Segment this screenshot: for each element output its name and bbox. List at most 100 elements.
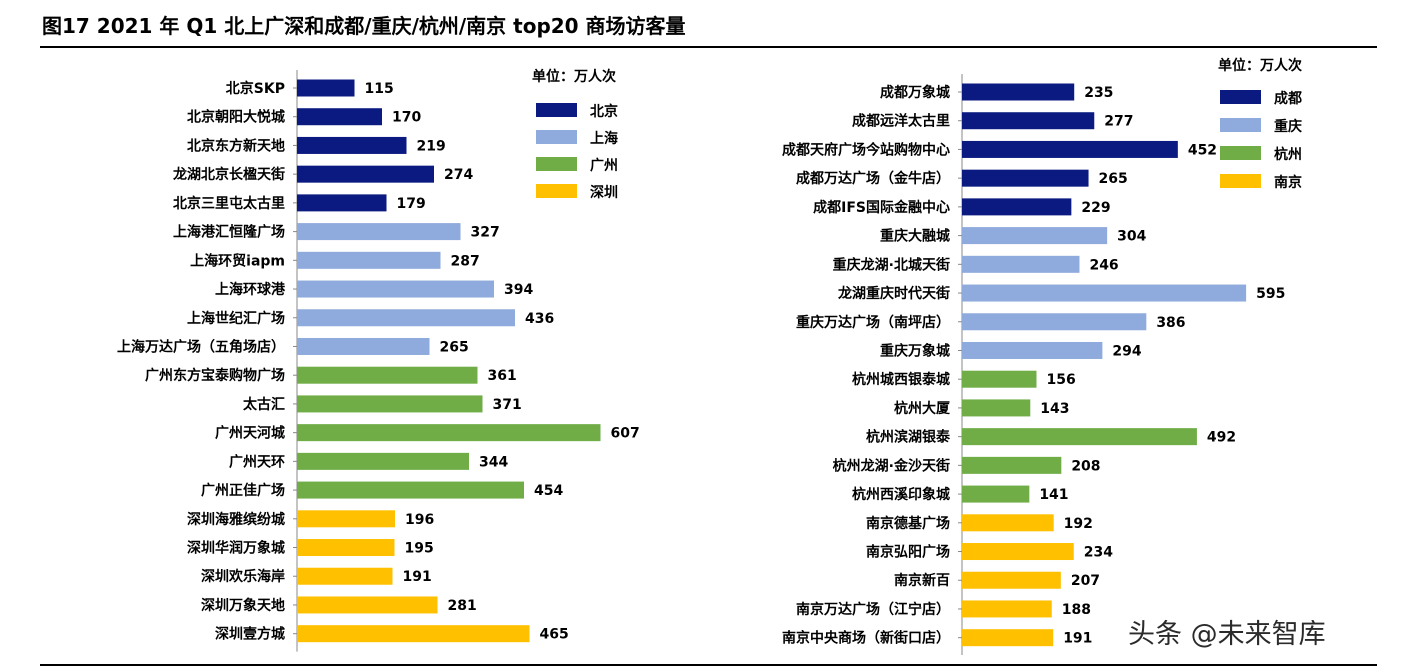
value-label: 361 — [488, 368, 517, 384]
right-bar-chart: 成都万象城 235 成都远洋太古里 277 成都天府广场今站购物中心 452 成都万达广场（… — [782, 57, 1302, 655]
figure-title: 图17 2021 年 Q1 北上广深和成都/重庆/杭州/南京 top20 商场访… — [42, 14, 686, 38]
category-label: 广州东方宝泰购物广场 — [145, 367, 285, 384]
bar — [297, 625, 530, 643]
legend-label: 南京 — [1274, 174, 1302, 191]
category-label: 杭州城西银泰城 — [852, 371, 950, 388]
category-label: 广州正佳广场 — [201, 482, 285, 499]
value-label: 196 — [405, 512, 434, 528]
value-label: 229 — [1081, 200, 1110, 216]
value-label: 371 — [493, 397, 522, 413]
value-label: 294 — [1112, 343, 1141, 359]
bar — [297, 481, 524, 499]
value-label: 595 — [1256, 286, 1285, 302]
category-label: 南京新百 — [894, 572, 950, 589]
category-label: 成都IFS国际金融中心 — [813, 199, 950, 216]
bar — [962, 428, 1197, 446]
bar — [297, 567, 393, 585]
left-bar-chart: 北京SKP 115 北京朝阳大悦城 170 北京东方新天地 219 龙湖北京长楹天街 274 北… — [117, 68, 640, 652]
category-label: 太古汇 — [243, 396, 285, 413]
unit-label: 单位：万人次 — [532, 68, 616, 85]
legend-label: 北京 — [590, 103, 618, 120]
bar — [297, 539, 395, 557]
bar — [297, 79, 355, 97]
value-label: 492 — [1207, 430, 1236, 446]
bar — [962, 514, 1054, 532]
category-label: 北京SKP — [226, 80, 285, 97]
bar — [962, 313, 1147, 331]
category-label: 龙湖重庆时代天街 — [837, 285, 950, 302]
value-label: 179 — [397, 196, 426, 212]
category-label: 上海万达广场（五角场店） — [117, 338, 285, 355]
bar — [962, 629, 1054, 647]
bar — [297, 452, 469, 470]
category-label: 南京弘阳广场 — [866, 544, 950, 561]
value-label: 394 — [504, 282, 533, 298]
category-label: 杭州滨湖银泰 — [866, 429, 951, 446]
category-label: 上海环球港 — [215, 281, 286, 298]
value-label: 246 — [1089, 257, 1118, 273]
bar — [297, 510, 395, 528]
value-label: 143 — [1040, 401, 1069, 417]
value-label: 141 — [1039, 487, 1068, 503]
bar — [962, 112, 1095, 130]
bar — [962, 571, 1061, 589]
category-label: 上海世纪汇广场 — [187, 310, 285, 327]
category-label: 广州天环 — [229, 453, 285, 470]
value-label: 265 — [440, 339, 469, 355]
value-label: 234 — [1084, 545, 1113, 561]
bar — [297, 596, 438, 614]
legend-swatch — [1220, 174, 1261, 188]
bar — [962, 370, 1037, 388]
unit-label: 单位：万人次 — [1218, 57, 1302, 74]
legend-swatch — [536, 130, 577, 144]
bar — [962, 456, 1062, 474]
bar — [962, 140, 1178, 158]
legend-label: 上海 — [590, 130, 618, 147]
bar — [297, 108, 382, 126]
category-label: 成都远洋太古里 — [852, 113, 950, 130]
category-label: 成都天府广场今站购物中心 — [782, 141, 950, 158]
category-label: 上海环贸iapm — [190, 252, 285, 269]
category-label: 重庆大融城 — [880, 228, 950, 245]
bar — [297, 165, 434, 183]
category-label: 杭州龙湖·金沙天街 — [833, 457, 950, 474]
value-label: 436 — [525, 311, 554, 327]
category-label: 杭州大厦 — [894, 400, 951, 417]
legend-swatch — [1220, 146, 1261, 160]
top-rule — [40, 46, 1377, 48]
watermark: 头条 @未来智库 — [1128, 619, 1326, 650]
legend-label: 广州 — [590, 157, 618, 174]
value-label: 465 — [540, 627, 569, 643]
bar — [962, 284, 1247, 302]
value-label: 188 — [1062, 602, 1091, 618]
legend-label: 成都 — [1274, 90, 1302, 107]
category-label: 杭州西溪印象城 — [852, 486, 950, 503]
bar — [297, 251, 441, 269]
value-label: 191 — [1063, 631, 1092, 647]
legend-swatch — [536, 103, 577, 117]
category-label: 重庆万象城 — [880, 342, 950, 359]
value-label: 304 — [1117, 229, 1146, 245]
value-label: 207 — [1071, 573, 1100, 589]
bar — [297, 337, 430, 355]
bar — [962, 255, 1080, 273]
category-label: 南京万达广场（江宁店） — [796, 601, 950, 618]
value-label: 454 — [534, 483, 563, 499]
value-label: 327 — [471, 225, 500, 241]
category-label: 深圳欢乐海岸 — [201, 568, 285, 585]
legend-swatch — [536, 157, 577, 171]
category-label: 深圳华润万象城 — [187, 540, 285, 557]
value-label: 208 — [1071, 458, 1100, 474]
category-label: 北京东方新天地 — [187, 137, 285, 154]
bar — [962, 341, 1103, 359]
category-label: 龙湖北京长楹天街 — [172, 166, 285, 183]
bar — [962, 198, 1072, 216]
bar — [962, 83, 1075, 101]
value-label: 115 — [365, 81, 394, 97]
legend-swatch — [1220, 90, 1261, 104]
category-label: 重庆万达广场（南坪店） — [796, 314, 950, 331]
category-label: 成都万达广场（金牛店） — [796, 170, 950, 187]
legend-label: 重庆 — [1274, 118, 1302, 135]
value-label: 170 — [392, 110, 421, 126]
value-label: 344 — [479, 454, 508, 470]
